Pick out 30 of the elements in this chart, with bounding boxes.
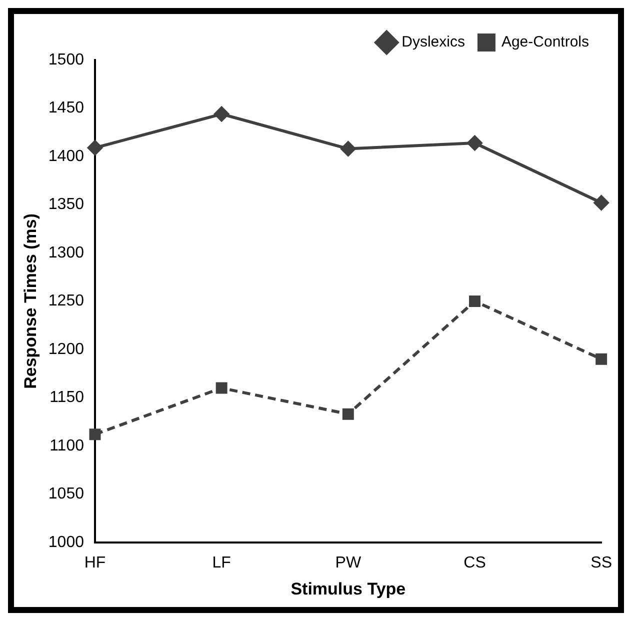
point — [214, 106, 230, 122]
y-tick-label: 1050 — [48, 486, 84, 503]
x-tick-label: PW — [335, 554, 362, 572]
y-tick-label: 1500 — [48, 51, 84, 68]
x-tick-label: CS — [464, 554, 486, 572]
legend-label: Age-Controls — [501, 34, 590, 51]
point — [342, 408, 354, 420]
point — [469, 295, 480, 307]
x-axis-title: Stimulus Type — [290, 579, 406, 598]
y-axis-title: Response Times (ms) — [20, 213, 40, 389]
point — [87, 140, 102, 156]
y-tick-label: 1100 — [50, 437, 84, 454]
point — [467, 135, 482, 150]
point — [89, 428, 101, 440]
point — [216, 382, 228, 394]
y-tick-label: 1000 — [48, 534, 84, 551]
y-tick-label: 1400 — [48, 148, 84, 165]
point — [594, 195, 609, 210]
y-tick-label: 1150 — [50, 389, 84, 406]
x-tick-label: LF — [212, 554, 232, 572]
y-tick-label: 1350 — [48, 196, 84, 214]
legend-label: Dyslexics — [402, 34, 465, 51]
x-tick-label: SS — [590, 554, 612, 572]
y-tick-label: 1200 — [48, 340, 84, 358]
y-tick-label: 1300 — [48, 244, 84, 262]
y-tick-label: 1450 — [48, 100, 84, 117]
x-tick-label: HF — [84, 554, 106, 572]
point — [340, 141, 356, 156]
y-tick-label: 1250 — [48, 292, 84, 310]
point — [596, 353, 608, 365]
